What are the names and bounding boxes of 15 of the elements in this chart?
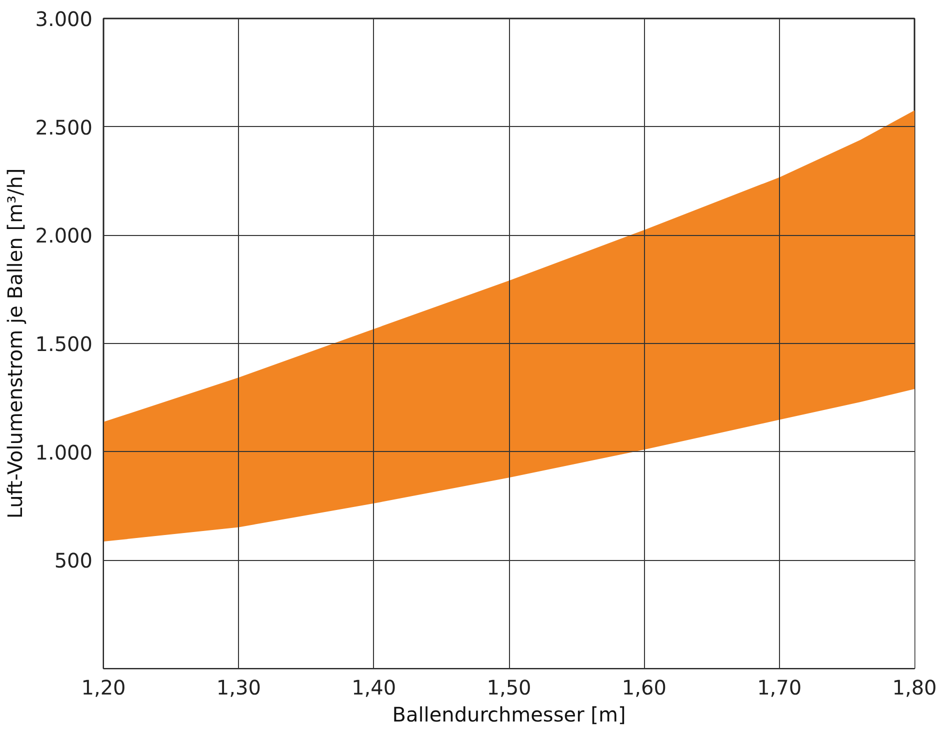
y-tick-label: 1.500 [35,332,93,356]
x-tick-label: 1,50 [486,676,532,700]
y-tick-label: 1.000 [35,440,93,464]
x-tick-label: 1,40 [352,676,396,700]
x-tick-label: 1,80 [892,676,937,700]
x-tick-label: 1,70 [757,676,802,700]
y-tick-label: 500 [54,548,93,573]
y-tick-label: 2.500 [35,115,93,140]
x-tick-label: 1,30 [216,676,261,700]
y-tick-label: 2.000 [35,224,93,248]
x-tick-label: 1,20 [81,676,126,700]
y-axis-title: Luft-Volumenstrom je Ballen [m³/h] [3,168,28,519]
x-axis-title: Ballendurchmesser [m] [392,702,626,726]
x-tick-label: 1,60 [622,676,666,700]
y-tick-label: 3.000 [35,7,93,31]
